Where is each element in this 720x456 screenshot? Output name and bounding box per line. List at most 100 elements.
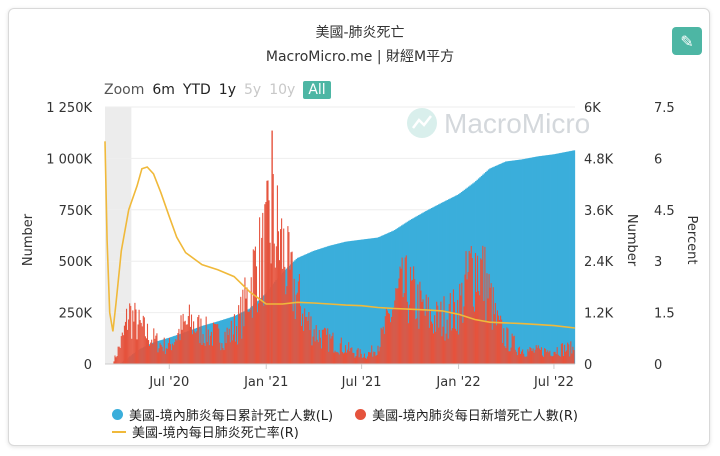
daily-bar <box>166 348 168 364</box>
daily-bar <box>263 305 265 364</box>
daily-bar <box>268 200 270 364</box>
daily-bar <box>554 351 556 364</box>
daily-bar <box>171 350 173 364</box>
daily-bar <box>501 319 503 364</box>
cumulative-bar <box>369 238 372 364</box>
cumulative-bar <box>497 164 500 364</box>
daily-bar <box>334 350 336 364</box>
daily-bar <box>348 342 350 364</box>
daily-bar <box>350 348 352 364</box>
daily-bar <box>342 353 344 364</box>
daily-bar <box>461 282 463 364</box>
daily-bar <box>309 330 311 364</box>
daily-bar <box>216 324 218 364</box>
daily-bar <box>364 357 366 364</box>
zoom-all-button[interactable]: All <box>303 81 331 99</box>
cumulative-bar <box>301 255 304 364</box>
daily-bar <box>164 354 166 364</box>
daily-bar <box>139 320 141 364</box>
cumulative-bar <box>448 199 450 364</box>
daily-bar <box>454 328 457 364</box>
cumulative-bar <box>361 239 363 364</box>
daily-bar <box>450 330 452 364</box>
daily-bar <box>197 317 199 364</box>
edit-button[interactable]: ✎ <box>672 27 702 55</box>
cumulative-bar <box>371 238 373 364</box>
legend-item-cumulative[interactable]: 美國-境內肺炎每日累計死亡人數(L) <box>112 405 333 424</box>
zoom-6m-button[interactable]: 6m <box>152 82 175 98</box>
cumulative-bar <box>462 190 465 364</box>
cumulative-bar <box>218 320 221 364</box>
zoom-10y-button[interactable]: 10y <box>269 82 296 98</box>
daily-bar <box>434 315 436 364</box>
cumulative-bar <box>507 161 510 364</box>
daily-bar <box>205 316 207 364</box>
daily-bar <box>294 319 296 364</box>
daily-bar <box>122 335 124 364</box>
highlight-band <box>105 107 132 364</box>
daily-bar <box>237 344 239 364</box>
daily-bar <box>310 316 312 364</box>
cumulative-bar <box>351 240 353 364</box>
cumulative-bar <box>473 182 476 364</box>
daily-bar <box>284 266 286 364</box>
cumulative-bar <box>312 250 315 364</box>
daily-bar <box>343 352 346 364</box>
zoom-5y-button[interactable]: 5y <box>244 82 262 98</box>
daily-bar <box>168 337 171 364</box>
daily-bar <box>329 334 331 364</box>
daily-bar <box>514 349 516 364</box>
daily-bar <box>224 331 226 364</box>
daily-bar <box>419 281 421 364</box>
x-tick-label: Jul '20 <box>148 375 189 390</box>
daily-bar <box>375 355 377 364</box>
daily-bar <box>440 301 442 364</box>
cumulative-bar <box>487 169 490 364</box>
daily-bar <box>161 346 163 364</box>
daily-bar <box>193 321 195 364</box>
daily-bar <box>393 307 395 364</box>
daily-bar <box>404 257 406 364</box>
cumulative-bar <box>435 205 437 364</box>
daily-bar <box>462 322 464 364</box>
daily-bar <box>247 311 249 364</box>
daily-bar <box>546 351 548 364</box>
daily-bar <box>409 266 412 364</box>
cumulative-bar <box>204 324 207 364</box>
cumulative-bar <box>510 160 513 364</box>
daily-bar <box>347 349 349 364</box>
cumulative-bar <box>393 230 396 364</box>
cumulative-bar <box>536 156 539 364</box>
cumulative-bar <box>211 322 214 364</box>
daily-bar <box>394 300 396 364</box>
daily-bar <box>427 297 429 364</box>
daily-bar <box>369 352 371 364</box>
daily-bar <box>222 348 224 364</box>
daily-bar <box>156 333 158 364</box>
daily-bar <box>412 279 414 364</box>
daily-bar <box>314 341 316 364</box>
daily-bar <box>353 353 355 364</box>
daily-bar <box>281 218 283 364</box>
daily-bar <box>266 180 268 364</box>
legend-item-rate[interactable]: 美國-境內每日肺炎死亡率(R) <box>112 422 299 441</box>
daily-bar <box>511 333 513 364</box>
legend-item-daily[interactable]: 美國-境內肺炎每日新增死亡人數(R) <box>355 405 578 424</box>
cumulative-bar <box>524 158 527 364</box>
daily-bar <box>176 340 178 364</box>
daily-bar <box>149 346 151 364</box>
daily-bar <box>336 351 338 364</box>
daily-bar <box>420 290 422 364</box>
cumulative-bar <box>449 198 452 364</box>
daily-bar <box>287 226 289 364</box>
daily-bar <box>275 246 277 364</box>
cumulative-bar <box>220 320 222 364</box>
y-right1-tick-label: 4.8K <box>584 152 614 167</box>
daily-bar <box>414 279 416 364</box>
cumulative-bar <box>443 201 446 364</box>
cumulative-bar <box>499 164 502 364</box>
zoom-ytd-button[interactable]: YTD <box>182 82 211 98</box>
daily-bar <box>531 350 533 364</box>
daily-bar <box>548 352 550 364</box>
zoom-1y-button[interactable]: 1y <box>218 82 236 98</box>
